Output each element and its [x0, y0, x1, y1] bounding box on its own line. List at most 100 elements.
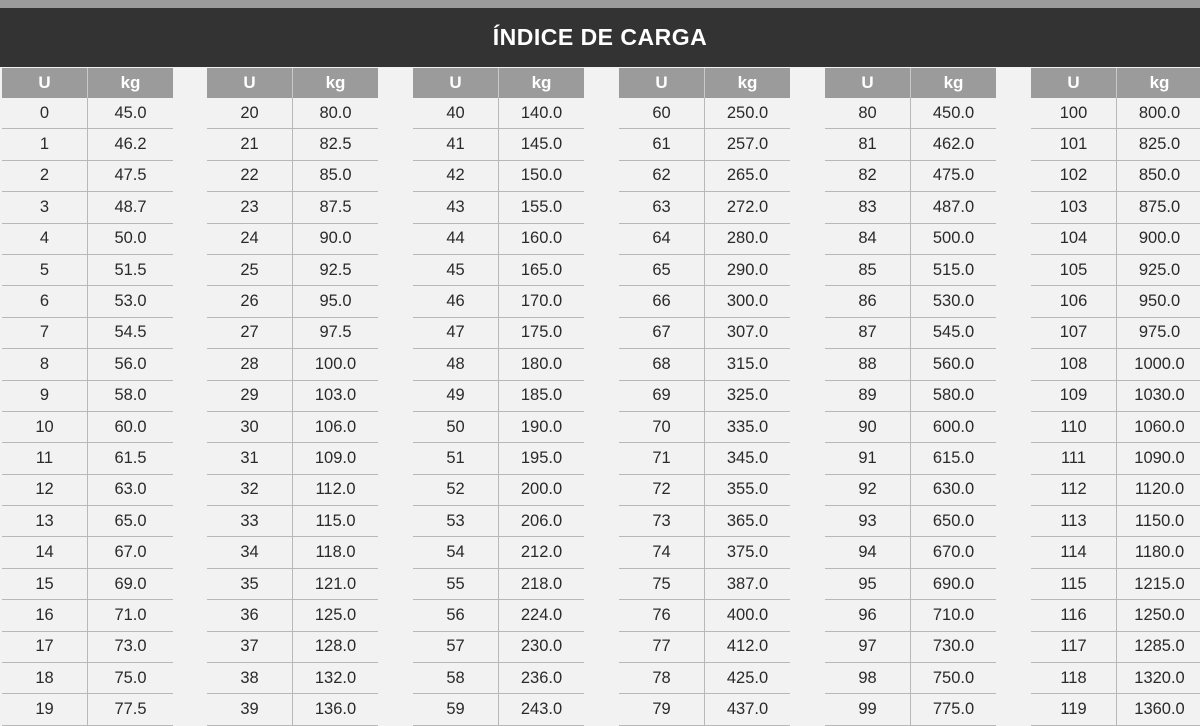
table-row: 2 47.5 [2, 160, 173, 193]
load-index-cell: 67 [619, 317, 705, 349]
table-row: 80 450.0 [825, 98, 996, 130]
table-row: 44 160.0 [413, 223, 584, 255]
load-index-cell: 0 [2, 98, 88, 129]
kg-cell: 145.0 [520, 135, 563, 154]
load-index-cell: 97 [825, 631, 911, 663]
table-row: 20 80.0 [207, 98, 378, 130]
load-index-cell: 1 [2, 129, 88, 160]
kg-cell: 1180.0 [1134, 543, 1185, 562]
load-index-cell: 76 [619, 600, 705, 631]
table-row: 95 690.0 [825, 568, 996, 601]
kg-cell: 243.0 [520, 700, 563, 719]
kg-cell: 224.0 [520, 605, 563, 624]
load-index-cell: 82 [825, 160, 911, 192]
table-row: 110 1060.0 [1031, 411, 1200, 444]
table-row: 87 545.0 [825, 317, 996, 350]
load-index-cell: 31 [207, 443, 293, 474]
kg-cell: 730.0 [932, 637, 975, 656]
load-index-cell: 18 [2, 663, 88, 694]
load-index-cell: 110 [1031, 411, 1117, 443]
load-index-cell: 69 [619, 380, 705, 411]
kg-cell: 387.0 [726, 574, 769, 593]
load-index-cell: 90 [825, 411, 911, 443]
kg-cell: 710.0 [932, 605, 975, 624]
kg-cell: 100.0 [314, 354, 357, 373]
kg-cell: 50.0 [114, 229, 147, 248]
load-index-cell: 15 [2, 568, 88, 600]
kg-cell: 365.0 [726, 511, 769, 530]
load-index-cell: 26 [207, 286, 293, 317]
kg-cell: 800.0 [1138, 103, 1181, 122]
load-index-cell: 19 [2, 694, 88, 725]
load-index-cell: 53 [413, 506, 499, 537]
load-index-cell: 16 [2, 600, 88, 631]
load-index-cell: 92 [825, 474, 911, 506]
load-index-cell: 3 [2, 192, 88, 223]
column-header-u: U [207, 68, 293, 98]
table-row: 77 412.0 [619, 631, 790, 664]
table-row: 15 69.0 [2, 568, 173, 601]
load-index-cell: 45 [413, 254, 499, 286]
kg-cell: 51.5 [114, 260, 147, 279]
load-index-cell: 96 [825, 600, 911, 631]
table-row: 27 97.5 [207, 317, 378, 350]
table-row: 58 236.0 [413, 663, 584, 695]
load-index-cell: 107 [1031, 317, 1117, 349]
kg-cell: 1060.0 [1134, 417, 1185, 436]
table-row: 108 1000.0 [1031, 349, 1200, 381]
column-header-u: U [825, 68, 911, 98]
kg-cell: 112.0 [315, 480, 356, 499]
load-index-cell: 113 [1031, 506, 1117, 537]
load-index-cell: 40 [413, 98, 499, 129]
load-index-cell: 93 [825, 506, 911, 537]
kg-cell: 325.0 [726, 386, 769, 405]
table-row: 51 195.0 [413, 443, 584, 475]
load-index-cell: 49 [413, 380, 499, 411]
table-row: 22 85.0 [207, 160, 378, 193]
table-row: 45 165.0 [413, 254, 584, 287]
table-row: 35 121.0 [207, 568, 378, 601]
kg-cell: 190.0 [520, 417, 563, 436]
kg-cell: 1030.0 [1134, 386, 1185, 405]
load-index-cell: 34 [207, 537, 293, 568]
table-row: 118 1320.0 [1031, 663, 1200, 695]
load-index-cell: 108 [1031, 349, 1117, 380]
table-row: 3 48.7 [2, 192, 173, 224]
load-index-cell: 5 [2, 254, 88, 286]
table-row: 54 212.0 [413, 537, 584, 569]
kg-cell: 69.0 [114, 574, 147, 593]
table-row: 111 1090.0 [1031, 443, 1200, 475]
load-index-cell: 9 [2, 380, 88, 411]
load-index-cell: 87 [825, 317, 911, 349]
kg-cell: 600.0 [932, 417, 975, 436]
column-header-u: U [619, 68, 705, 98]
load-index-cell: 54 [413, 537, 499, 568]
kg-cell: 185.0 [520, 386, 563, 405]
table-row: 53 206.0 [413, 506, 584, 538]
kg-cell: 230.0 [520, 637, 563, 656]
table-row: 91 615.0 [825, 443, 996, 475]
kg-cell: 155.0 [520, 197, 563, 216]
kg-cell: 670.0 [932, 543, 975, 562]
load-index-cell: 55 [413, 568, 499, 600]
load-index-cell: 52 [413, 474, 499, 506]
table-row: 113 1150.0 [1031, 506, 1200, 538]
load-index-cell: 33 [207, 506, 293, 537]
load-index-cell: 89 [825, 380, 911, 411]
table-row: 105 925.0 [1031, 254, 1200, 287]
table-row: 99 775.0 [825, 694, 996, 726]
column-header-u: U [1031, 68, 1117, 98]
kg-cell: 212.0 [520, 543, 563, 562]
table-row: 21 82.5 [207, 129, 378, 161]
table-row: 66 300.0 [619, 286, 790, 318]
table-row: 93 650.0 [825, 506, 996, 538]
table-row: 8 56.0 [2, 349, 173, 381]
kg-cell: 560.0 [932, 354, 975, 373]
kg-cell: 290.0 [726, 260, 769, 279]
kg-cell: 218.0 [520, 574, 563, 593]
kg-cell: 437.0 [726, 700, 769, 719]
